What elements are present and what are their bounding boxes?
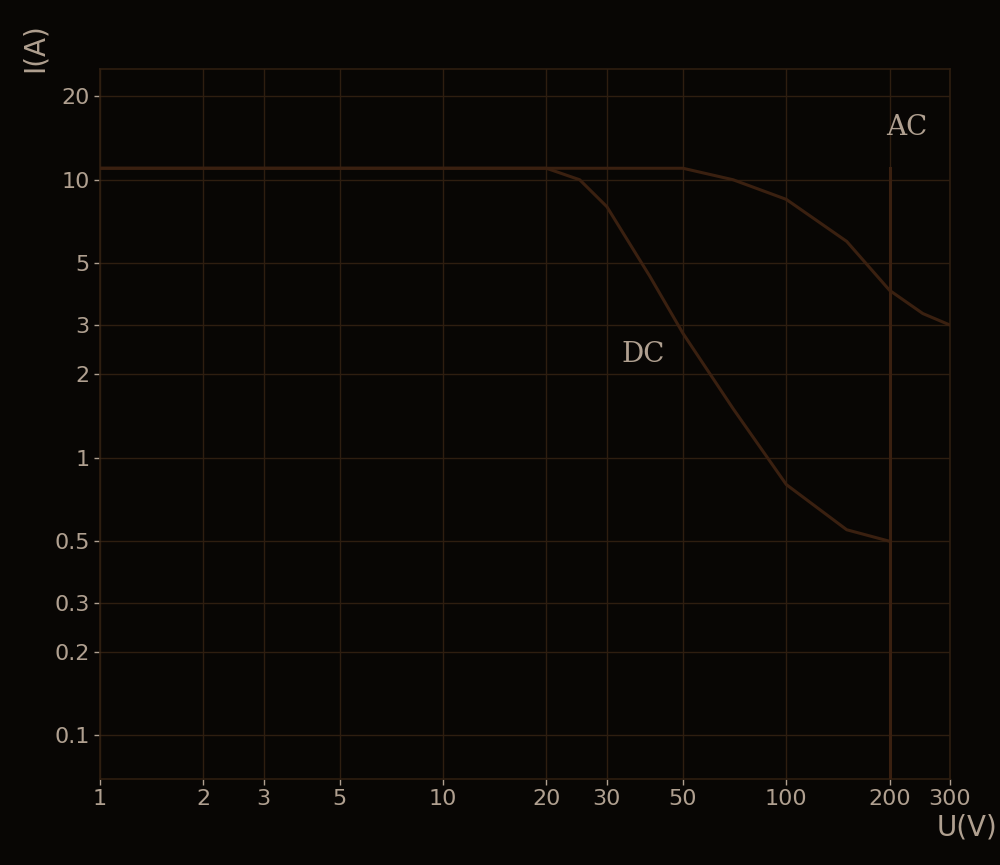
Y-axis label: I(A): I(A) [21,23,49,73]
Text: AC: AC [886,114,927,141]
X-axis label: U(V): U(V) [937,814,997,842]
Text: DC: DC [621,342,664,368]
